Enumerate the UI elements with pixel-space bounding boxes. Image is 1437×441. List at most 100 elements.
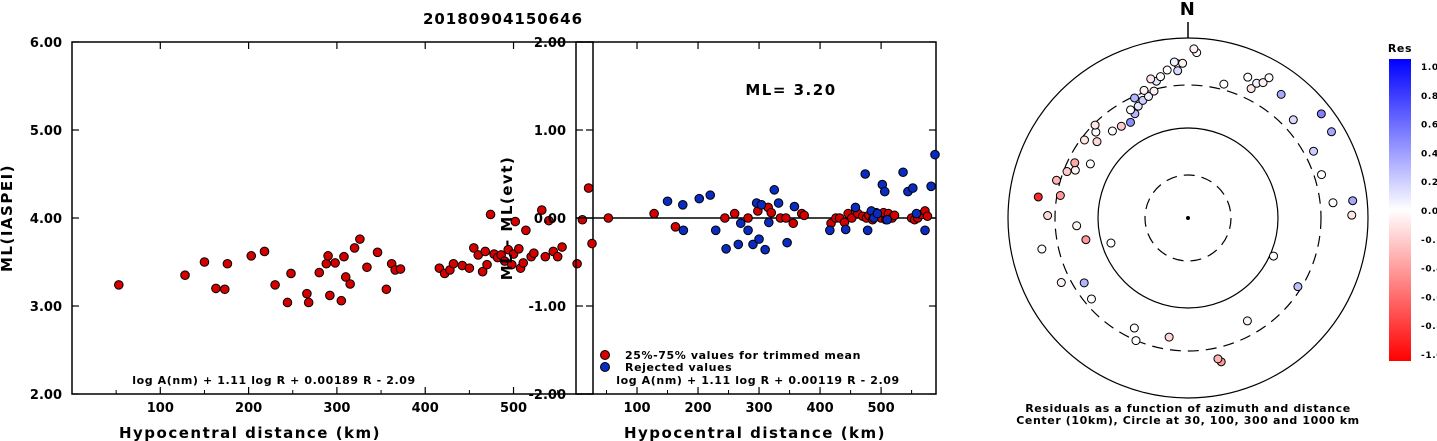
formula-label: log A(nm) + 1.11 log R + 0.00189 R - 2.0… <box>132 374 415 387</box>
station-point <box>1317 170 1327 180</box>
data-point <box>521 225 531 236</box>
data-point <box>922 211 933 222</box>
station-point <box>1051 175 1061 185</box>
colorbar-tick-label: -0.6 <box>1421 293 1437 303</box>
y-tick-label: -2.00 <box>529 388 566 403</box>
station-point <box>1173 66 1183 76</box>
data-point <box>518 258 529 268</box>
x-tick-label: 400 <box>806 401 833 416</box>
station-point <box>1106 238 1116 248</box>
data-point <box>199 257 210 267</box>
station-point <box>1243 72 1253 82</box>
data-point <box>764 217 774 228</box>
station-point <box>1086 294 1096 304</box>
data-point <box>222 258 233 269</box>
data-point <box>754 234 764 244</box>
data-point <box>372 247 383 258</box>
colorbar-gradient <box>1389 59 1411 361</box>
data-point <box>760 244 770 255</box>
data-point <box>246 251 257 261</box>
figure-title: 20180904150646 <box>423 10 583 28</box>
data-points <box>114 183 597 308</box>
data-point <box>743 225 753 236</box>
station-point <box>1107 126 1117 136</box>
data-point <box>788 218 799 229</box>
data-point <box>882 214 892 225</box>
data-point <box>321 258 332 269</box>
station-point <box>1081 235 1091 245</box>
data-point <box>540 251 551 262</box>
data-point <box>282 297 293 308</box>
y-tick-label: 2.00 <box>30 388 62 403</box>
x-tick-label: 300 <box>745 401 772 416</box>
data-point <box>330 258 340 268</box>
station-point <box>1072 221 1082 231</box>
data-point <box>769 185 780 195</box>
colorbar-tick-label: 0.4 <box>1421 149 1437 159</box>
station-point <box>1328 198 1338 208</box>
colorbar-tick-label: -1.0 <box>1421 351 1437 361</box>
data-point <box>219 284 230 295</box>
magnitude-vs-distance-chart: 100 200 300 400 500 2.00 3.00 4.00 5.00 6.00 ML(I… <box>0 36 597 441</box>
colorbar-tick-label: -0.4 <box>1421 265 1437 275</box>
y-tick-label: 2.00 <box>534 36 566 51</box>
x-tick-label: 500 <box>868 401 895 416</box>
data-point <box>577 214 588 225</box>
data-point <box>862 225 873 236</box>
data-point <box>748 239 758 250</box>
data-point <box>911 208 922 219</box>
data-point <box>670 222 681 232</box>
data-point <box>557 242 567 252</box>
station-point <box>1189 44 1199 54</box>
data-point <box>587 238 597 249</box>
data-point <box>323 251 333 261</box>
caption-line-2: Center (10km), Circle at 30, 100, 300 an… <box>1016 414 1360 427</box>
colorbar-ticks: 1.0 0.8 0.6 0.4 0.2 0.0 -0.2 -0.4 -0.6 -0.8 -1.0 <box>1421 63 1437 361</box>
data-point <box>355 234 365 244</box>
data-point <box>381 284 392 295</box>
data-point <box>710 225 721 236</box>
colorbar-tick-label: -0.2 <box>1421 236 1437 246</box>
caption-line-1: Residuals as a function of azimuth and d… <box>1025 402 1351 415</box>
data-point <box>544 215 554 226</box>
station-point <box>1276 89 1286 99</box>
y-tick-label: 6.00 <box>30 36 62 51</box>
y-tick-label: 0.00 <box>534 212 566 227</box>
data-point <box>860 169 871 179</box>
x-tick-label: 400 <box>412 401 439 416</box>
data-point <box>302 288 312 299</box>
data-point <box>114 280 124 290</box>
residual-vs-distance-chart: 100 200 300 400 500-2.00-1.000.001.002.00 ML… <box>498 36 940 441</box>
data-point <box>789 201 800 212</box>
data-point <box>662 196 673 207</box>
data-point <box>211 283 221 294</box>
station-point <box>1126 105 1136 115</box>
axis-ticks: 100 200 300 400 500 -2.00 -1.00 0.00 1.00 2.00 <box>529 36 936 416</box>
data-point <box>180 270 190 281</box>
station-point <box>1130 93 1140 103</box>
circle-30km <box>1144 174 1232 262</box>
station-point <box>1144 91 1154 101</box>
station-point <box>1139 85 1149 95</box>
data-points <box>603 149 940 255</box>
station-point <box>1043 211 1053 221</box>
station-points <box>1033 44 1358 367</box>
data-point <box>259 246 270 257</box>
station-point <box>1309 146 1319 156</box>
station-point <box>1269 251 1279 261</box>
station-point <box>1242 316 1252 326</box>
data-point <box>920 225 930 236</box>
data-point <box>485 209 496 220</box>
data-point <box>705 190 716 200</box>
data-point <box>889 210 900 221</box>
circle-1000km <box>1007 37 1369 399</box>
station-point <box>1131 336 1141 346</box>
data-point <box>303 297 314 308</box>
data-point <box>840 224 851 235</box>
station-point <box>1348 196 1358 206</box>
station-point <box>1090 120 1100 130</box>
colorbar-tick-label: 0.8 <box>1421 92 1437 102</box>
colorbar-tick-label: 0.6 <box>1421 121 1437 131</box>
data-point <box>743 213 753 223</box>
data-point <box>756 200 767 210</box>
